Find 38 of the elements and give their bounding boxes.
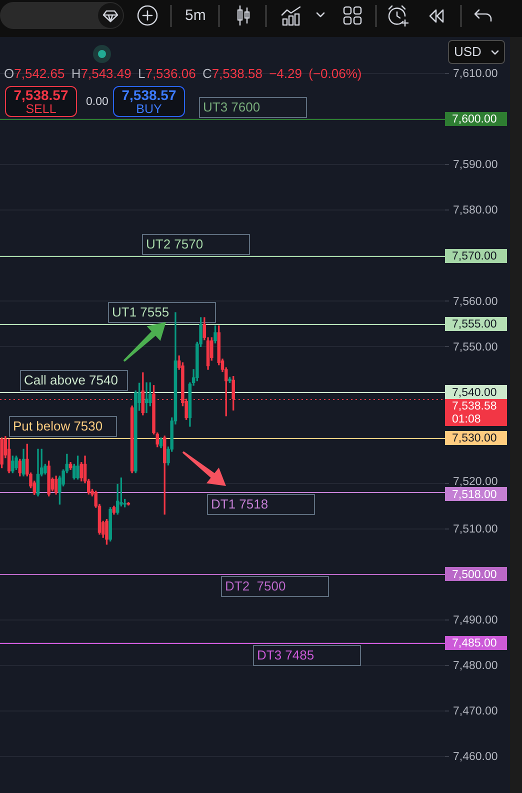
- text: O7,542.65 H7,543.49 L7,536.06 C7,538.58 −4.29 (−0.06%): [4, 66, 362, 81]
- y-tick-label: 7,530.00: [452, 432, 497, 444]
- ref-line-label: DT3 7485: [257, 648, 314, 663]
- y-tick-label: 7,520.00: [453, 476, 498, 488]
- y-tick-label: 7,480.00: [453, 660, 498, 672]
- y-tick-label: 7,518.00: [452, 489, 497, 502]
- ref-line-label: DT2 7500: [225, 578, 286, 594]
- y-tick-label: 7,490.00: [453, 614, 498, 627]
- ref-line-label: DT1 7518: [211, 496, 268, 512]
- ref-line-label: Put below 7530: [13, 418, 103, 434]
- y-tick-label: 7,555.00: [452, 318, 497, 331]
- annotation: 0.00: [86, 95, 108, 109]
- y-tick-label: 7,590.00: [453, 159, 498, 172]
- annotation: BUY: [136, 102, 162, 116]
- candlestick: [144, 382, 148, 414]
- y-tick-label: 7,510.00: [453, 524, 498, 536]
- annotation: 7,538.57: [14, 86, 68, 102]
- ref-line-label: UT2 7570: [146, 236, 204, 252]
- y-tick-label: 7,470.00: [453, 706, 498, 718]
- ref-line-label: UT3 7600: [203, 100, 260, 115]
- y-tick-label: 7,485.00: [452, 637, 497, 650]
- y-tick-label: 7,560.00: [453, 296, 498, 308]
- ref-line-label: Call above 7540: [24, 372, 118, 388]
- y-tick-label: 7,550.00: [453, 341, 498, 354]
- y-tick-label: 7,610.00: [453, 68, 498, 80]
- y-tick-label: 7,460.00: [453, 751, 498, 764]
- y-tick-label: 7,600.00: [452, 114, 497, 126]
- y-tick-label: 7,570.00: [452, 250, 497, 262]
- y-tick-label: 7,540.00: [452, 386, 497, 399]
- text: USD: [454, 44, 482, 59]
- annotation: 7,538.57: [122, 86, 176, 102]
- ref-line-label: 7,538.58: [452, 400, 497, 413]
- text: 01:08: [452, 414, 481, 426]
- text: 5m: [185, 7, 206, 25]
- ref-line-label: UT1 7555: [112, 304, 170, 320]
- annotation: SELL: [26, 102, 56, 116]
- y-tick-label: 7,580.00: [453, 204, 498, 217]
- y-tick-label: 7,500.00: [452, 569, 497, 582]
